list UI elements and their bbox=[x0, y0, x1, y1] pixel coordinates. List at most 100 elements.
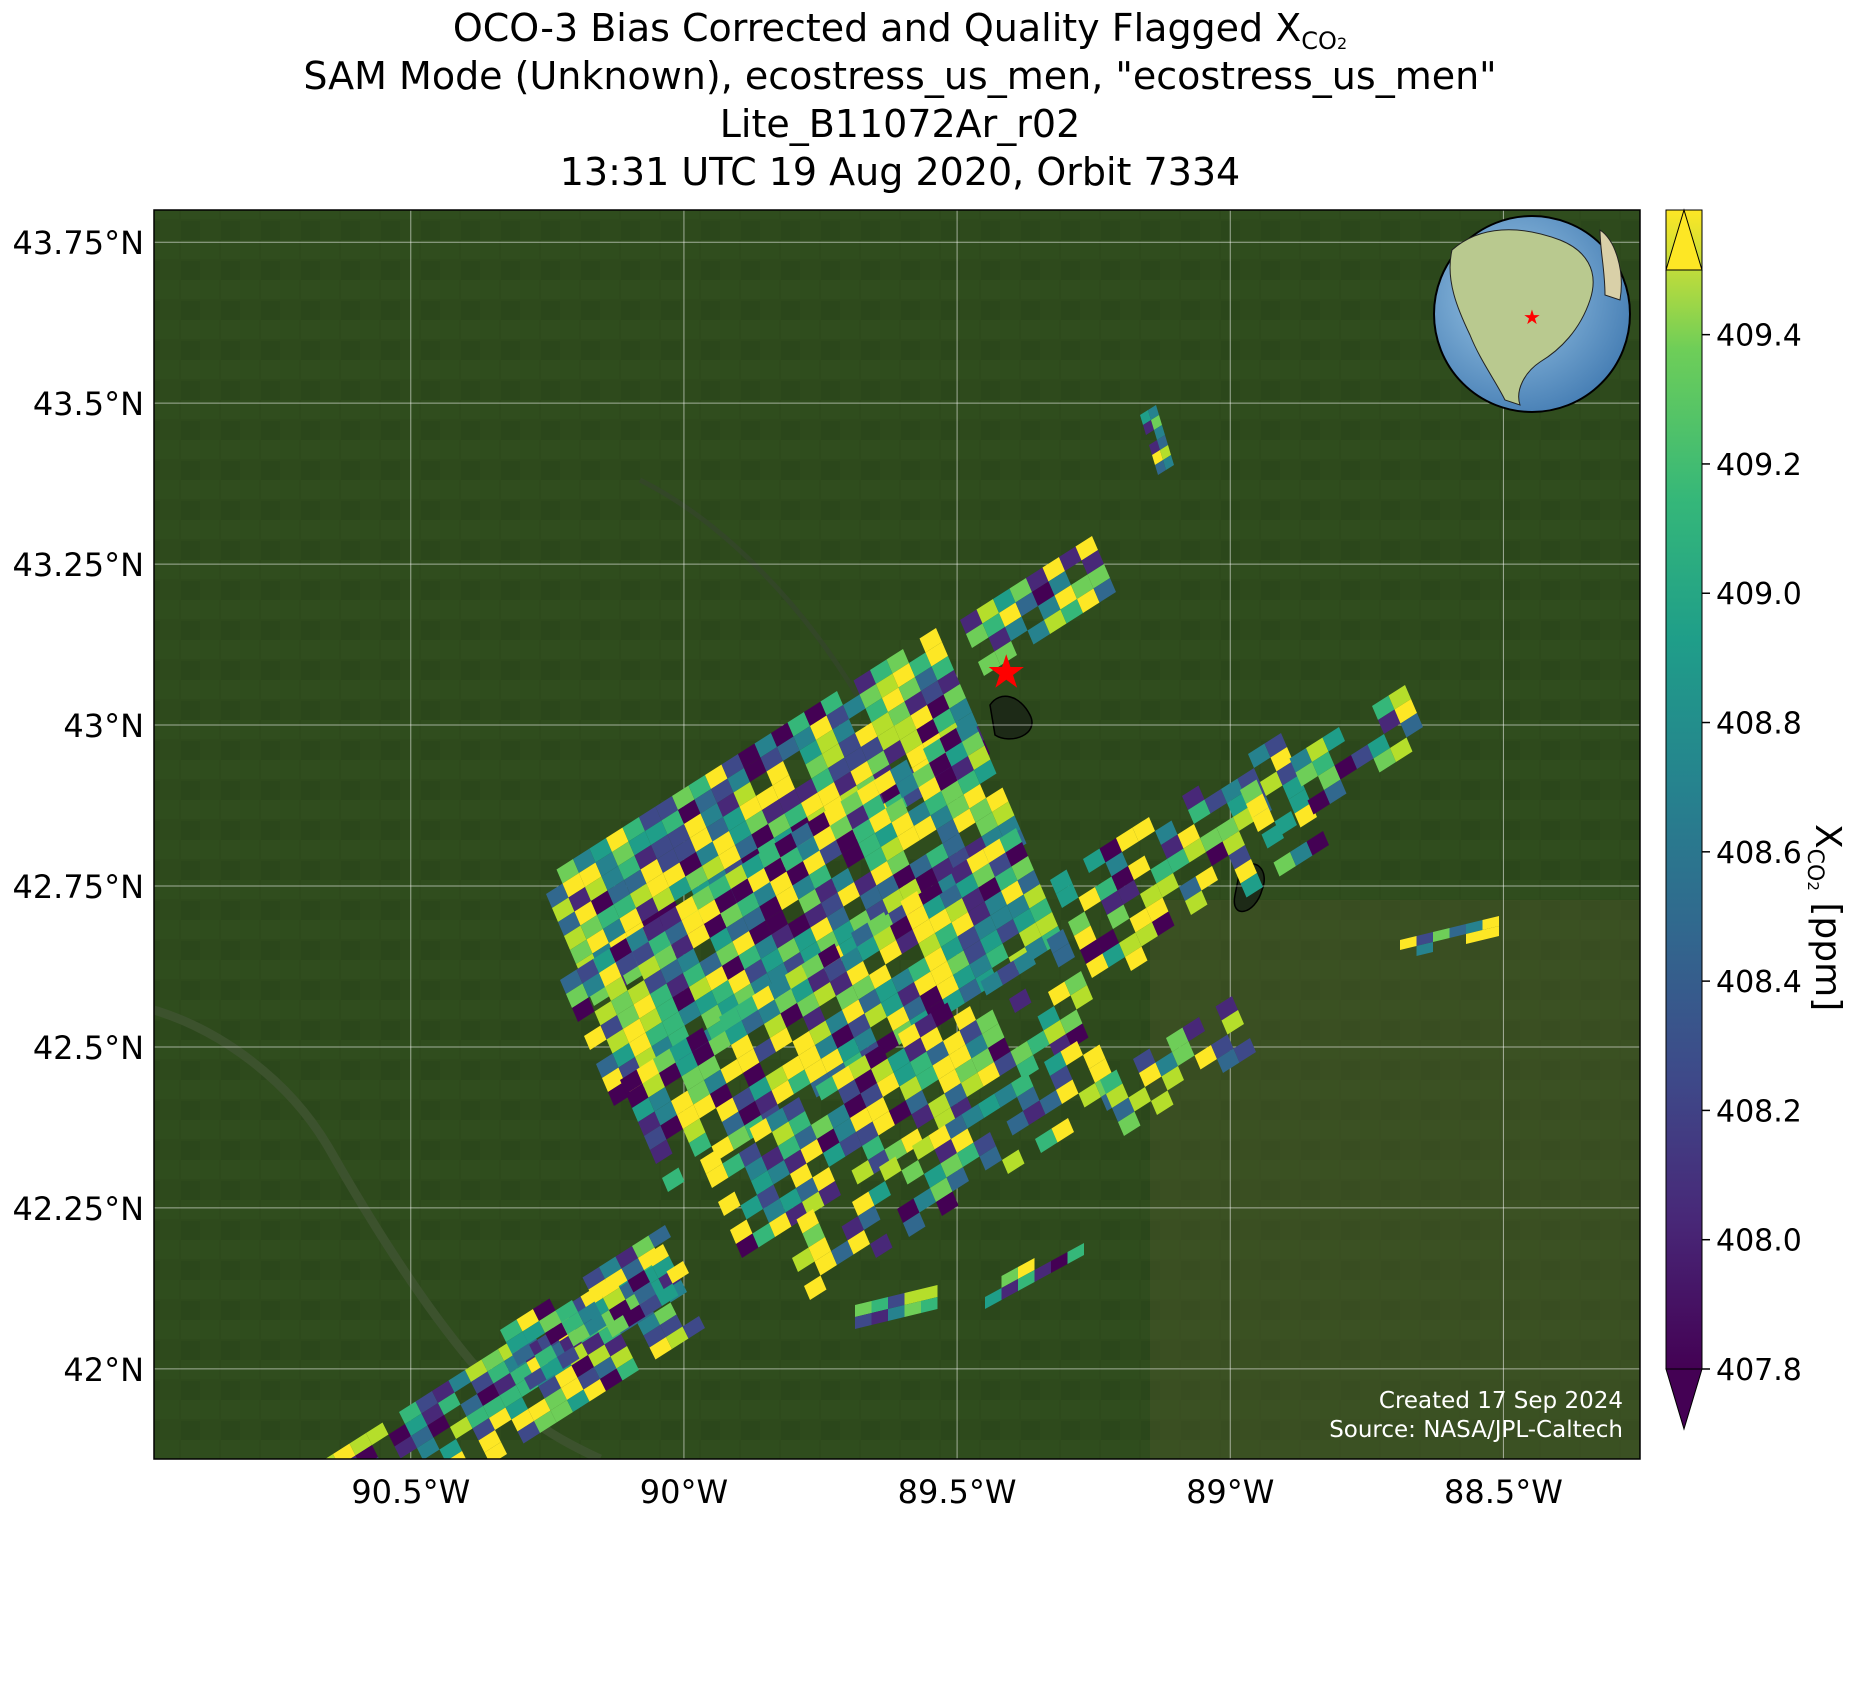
sounding-pixel bbox=[831, 1024, 854, 1049]
sounding-pixel bbox=[826, 705, 849, 730]
sounding-pixel bbox=[1161, 834, 1184, 859]
sounding-pixel bbox=[405, 1413, 428, 1436]
sounding-pixel bbox=[1306, 737, 1329, 762]
sounding-pixel bbox=[560, 969, 583, 994]
sounding-pixel bbox=[708, 875, 731, 900]
sounding-pixel bbox=[1172, 1041, 1195, 1066]
sounding-pixel bbox=[957, 770, 980, 795]
sounding-pixel bbox=[764, 1013, 787, 1038]
sounding-pixel bbox=[749, 1076, 772, 1101]
sounding-pixel bbox=[808, 1237, 831, 1262]
sounding-pixel bbox=[887, 1006, 910, 1031]
sounding-pixel bbox=[738, 743, 761, 768]
sounding-pixel bbox=[978, 1093, 1001, 1118]
sounding-pixel bbox=[737, 892, 760, 917]
sounding-pixel bbox=[615, 1246, 638, 1269]
sounding-pixel bbox=[803, 1006, 826, 1031]
greenland-edge bbox=[1599, 229, 1622, 301]
sounding-pixel bbox=[704, 1069, 727, 1094]
sounding-pixel bbox=[897, 982, 920, 1007]
sounding-pixel bbox=[794, 1125, 817, 1150]
sounding-pixel bbox=[582, 1332, 605, 1355]
sounding-pixel bbox=[634, 845, 657, 870]
sounding-pixel bbox=[704, 913, 727, 938]
map-area[interactable]: ★ bbox=[154, 210, 1640, 1559]
sounding-pixel bbox=[793, 726, 816, 751]
sounding-pixel bbox=[1067, 1243, 1084, 1264]
sounding-pixel bbox=[688, 775, 711, 800]
sounding-pixel bbox=[627, 1270, 650, 1293]
sounding-pixel bbox=[774, 833, 797, 858]
sounding-pixel bbox=[1167, 848, 1190, 873]
sounding-pixel bbox=[1129, 908, 1152, 933]
sounding-pixel bbox=[1048, 571, 1071, 596]
sounding-pixel bbox=[1185, 890, 1208, 915]
sounding-pixel bbox=[1204, 789, 1227, 814]
sounding-pixel bbox=[771, 722, 794, 747]
sounding-pixel bbox=[812, 1167, 835, 1192]
sounding-pixel bbox=[330, 1525, 353, 1548]
sounding-pixel bbox=[637, 1313, 660, 1336]
sounding-pixel bbox=[484, 1442, 507, 1459]
sounding-pixel bbox=[1001, 880, 1024, 905]
sounding-pixel bbox=[516, 1309, 539, 1332]
sounding-pixel bbox=[960, 609, 983, 634]
sounding-pixel bbox=[1132, 817, 1155, 842]
sounding-pixel bbox=[839, 1132, 862, 1157]
sounding-pixel bbox=[698, 1055, 721, 1080]
sounding-pixel bbox=[605, 1268, 628, 1291]
sounding-pixel bbox=[666, 1326, 689, 1349]
sounding-pixel bbox=[1101, 890, 1124, 915]
sounding-pixel bbox=[944, 1083, 967, 1108]
sounding-pixel bbox=[986, 787, 1009, 812]
sounding-pixel bbox=[978, 651, 1001, 676]
sounding-pixel bbox=[606, 827, 629, 852]
sounding-pixel bbox=[300, 1465, 323, 1488]
sounding-pixel bbox=[681, 1066, 704, 1091]
sounding-pixel bbox=[955, 1058, 978, 1083]
sounding-pixel bbox=[864, 847, 887, 872]
sounding-pixel bbox=[557, 1346, 580, 1369]
sounding-pixel bbox=[930, 1177, 953, 1202]
sounding-pixel bbox=[832, 719, 855, 744]
sounding-pixel bbox=[926, 1041, 949, 1066]
sounding-pixel bbox=[660, 1314, 683, 1337]
sounding-pixel bbox=[749, 920, 772, 945]
sounding-pixel bbox=[901, 1160, 924, 1185]
sounding-pixel bbox=[1152, 450, 1163, 465]
sounding-pixel bbox=[1018, 1270, 1035, 1291]
sounding-pixel bbox=[333, 1443, 356, 1459]
sounding-pixel bbox=[841, 1216, 864, 1241]
sounding-pixel bbox=[678, 1001, 701, 1026]
lat-tick-label: 43.5°N bbox=[33, 385, 144, 423]
sounding-pixel bbox=[883, 740, 906, 765]
sounding-pixel bbox=[807, 968, 830, 993]
sounding-pixel bbox=[1051, 1118, 1074, 1143]
sounding-pixel bbox=[1334, 755, 1357, 780]
sounding-pixel bbox=[714, 889, 737, 914]
sounding-pixel bbox=[976, 1009, 999, 1034]
sounding-pixel bbox=[915, 666, 938, 691]
sounding-pixel bbox=[787, 712, 810, 737]
sounding-pixel bbox=[1086, 953, 1109, 978]
sounding-pixel bbox=[924, 947, 947, 972]
sounding-pixel bbox=[912, 1135, 935, 1160]
sounding-pixel bbox=[1083, 848, 1106, 873]
map-frame bbox=[153, 209, 1641, 1460]
sounding-pixel bbox=[910, 705, 933, 730]
sounding-pixel bbox=[599, 962, 622, 987]
sounding-pixel bbox=[1050, 1065, 1073, 1090]
sounding-pixel bbox=[1087, 564, 1110, 589]
sounding-pixel bbox=[986, 943, 1009, 968]
sounding-pixel bbox=[399, 1401, 422, 1424]
sounding-pixel bbox=[868, 1149, 891, 1174]
sounding-pixel bbox=[744, 959, 767, 984]
sounding-pixel bbox=[996, 919, 1019, 944]
sounding-pixel bbox=[725, 1020, 748, 1045]
sounding-pixel bbox=[648, 931, 671, 956]
sounding-pixel bbox=[603, 1287, 626, 1310]
sounding-pixel bbox=[858, 989, 881, 1014]
sounding-pixel bbox=[815, 878, 838, 903]
sounding-pixel bbox=[906, 743, 929, 768]
sounding-pixel bbox=[1157, 435, 1168, 450]
